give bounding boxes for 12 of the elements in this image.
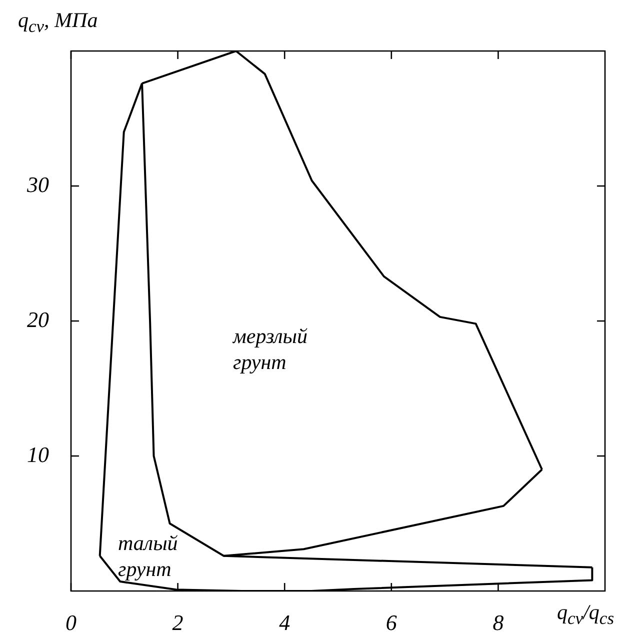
- y-tick-label: 20: [27, 306, 49, 332]
- x-tick-label: 6: [386, 610, 397, 633]
- y-tick-label: 30: [26, 172, 49, 197]
- x-tick-label: 8: [492, 610, 504, 633]
- x-tick-label: 4: [279, 610, 290, 633]
- annotation: мерзлый грунт: [233, 323, 308, 375]
- x-axis-title: q$_{cv}$/q$_{cs}$: [557, 600, 614, 630]
- y-tick-label: 10: [27, 442, 49, 467]
- x-tick-label: 2: [172, 610, 184, 633]
- annotation: талый грунт: [118, 530, 179, 582]
- y-axis-title: q$_{cv}$, МПа: [18, 8, 98, 38]
- x-tick-label: 0: [66, 610, 76, 633]
